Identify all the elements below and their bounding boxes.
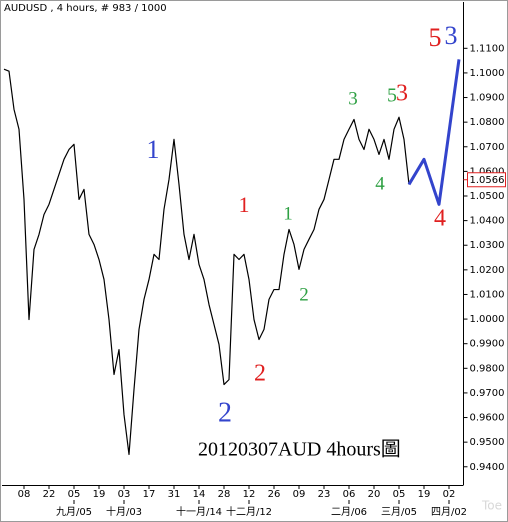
annotation: 20120307AUD 4hours圖 (198, 439, 401, 461)
x-tick-label: 19 (418, 489, 431, 500)
x-tick-label: 02 (443, 489, 456, 500)
y-tick-label: 1.0000 (470, 314, 505, 325)
y-tick-label: 1.0300 (470, 240, 505, 251)
price-line (3, 68, 410, 456)
y-tick-label: 1.0200 (470, 265, 505, 276)
x-tick-label: 09 (293, 489, 306, 500)
x-tick-label: 23 (318, 489, 331, 500)
x-tick-label: 08 (18, 489, 31, 500)
x-tick-label: 22 (43, 489, 56, 500)
y-tick-label: 0.9400 (470, 462, 505, 473)
y-tick-label: 1.1100 (470, 43, 505, 54)
wave-label: 2 (299, 284, 309, 305)
month-label: 十月/03 (106, 505, 142, 518)
y-tick-label: 1.1000 (470, 68, 505, 79)
month-label: 二月/06 (331, 506, 367, 518)
wave-label: 3 (445, 21, 458, 50)
y-tick-label: 0.9800 (470, 363, 505, 374)
month-label: 十二月/12 (226, 505, 272, 518)
x-tick-label: 31 (168, 489, 181, 500)
y-tick-label: 1.0100 (470, 289, 505, 300)
wave-label: 5 (387, 85, 397, 107)
x-tick-label: 03 (118, 489, 131, 500)
x-tick-label: 05 (68, 489, 81, 500)
wave-label: 1 (283, 203, 293, 224)
y-tick-label: 1.0500 (470, 191, 505, 202)
month-label: 三月/05 (381, 506, 417, 518)
last-price-box (467, 172, 506, 188)
y-tick-label: 0.9900 (470, 339, 505, 350)
wave-label: 4 (434, 206, 446, 232)
y-tick-label: 0.9700 (470, 388, 505, 399)
y-tick-label: 1.0700 (470, 142, 505, 153)
wave-label: 2 (254, 361, 266, 387)
wave-label: 4 (375, 173, 385, 194)
wave-label: 3 (396, 81, 408, 107)
x-tick-label: 28 (218, 489, 231, 500)
x-tick-label: 14 (193, 489, 206, 500)
month-label: 十一月/14 (176, 505, 222, 518)
y-tick-label: 0.9500 (470, 437, 505, 448)
month-label: 四月/02 (431, 506, 467, 518)
x-tick-label: 05 (393, 489, 406, 500)
wave-label: 2 (218, 397, 232, 428)
x-tick-label: 19 (93, 489, 106, 500)
chart-title: AUDUSD , 4 hours, # 983 / 1000 (4, 3, 167, 14)
x-tick-label: 06 (343, 489, 356, 500)
x-tick-label: 17 (143, 489, 156, 500)
x-tick-label: 12 (243, 489, 256, 500)
wave-label: 3 (348, 88, 358, 109)
x-tick-label: 26 (268, 489, 281, 500)
projection-line (407, 59, 461, 206)
wave-label: 1 (239, 192, 250, 217)
y-tick-label: 1.0800 (470, 117, 505, 128)
wave-label: 5 (429, 23, 442, 52)
y-tick-label: 1.0600 (470, 166, 505, 177)
wave-label: 1 (147, 135, 160, 164)
last-price-label: 1.0566 (470, 175, 505, 186)
y-tick-label: 1.0400 (470, 216, 505, 227)
y-tick-label: 1.0900 (470, 93, 505, 104)
x-tick-label: 20 (368, 489, 381, 500)
y-tick-label: 0.9600 (470, 413, 505, 424)
watermark: Toe (481, 499, 502, 513)
month-label: 九月/05 (56, 506, 92, 518)
